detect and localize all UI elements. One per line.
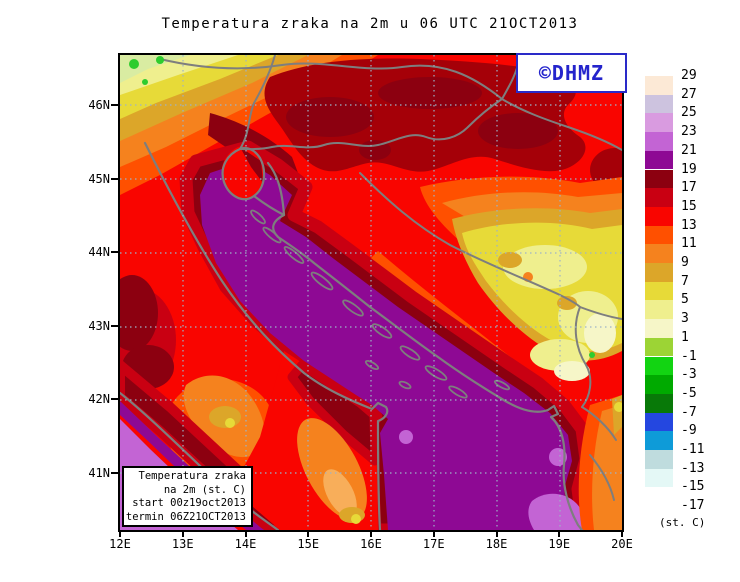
colorbar-unit-label: (st. C) <box>659 516 706 530</box>
x-axis-label: 13E <box>171 537 194 551</box>
x-axis-label: 19E <box>548 537 571 551</box>
colorbar-swatch <box>645 393 673 413</box>
y-axis-tick <box>111 398 119 401</box>
colorbar-label: 3 <box>681 311 689 327</box>
colorbar-label: 11 <box>681 236 697 252</box>
colorbar-label: -5 <box>681 385 697 401</box>
colorbar-label: 25 <box>681 105 697 121</box>
x-axis-tick <box>307 530 310 537</box>
x-axis-tick <box>119 530 121 537</box>
colorbar-label: -7 <box>681 404 697 420</box>
colorbar-label: 13 <box>681 217 697 233</box>
y-axis-tick <box>111 177 119 180</box>
y-axis-tick <box>111 104 119 106</box>
colorbar-swatch <box>645 300 673 320</box>
colorbar-swatch <box>645 263 673 282</box>
colorbar-label: 17 <box>681 180 697 196</box>
colorbar-label: 5 <box>681 292 689 308</box>
x-axis-tick <box>432 530 435 537</box>
colorbar-swatch <box>645 337 673 357</box>
y-axis-label: 43N <box>88 318 110 333</box>
run-info-line: termin 06Z21OCT2013 <box>125 510 246 523</box>
colorbar-swatch <box>645 450 673 469</box>
colorbar-swatch <box>645 94 673 114</box>
colorbar-label: -15 <box>681 479 705 495</box>
colorbar-swatch <box>645 169 673 189</box>
y-axis-tick <box>111 251 119 254</box>
map-plot-area <box>118 53 624 532</box>
y-axis-label: 42N <box>88 392 110 407</box>
colorbar-label: 15 <box>681 198 697 214</box>
colorbar-swatch <box>645 375 673 394</box>
colorbar-swatch <box>645 319 673 338</box>
colorbar-swatch <box>645 244 673 263</box>
run-info-line: start 00z19oct2013 <box>132 497 246 509</box>
run-info-line: na 2m (st. C) <box>163 483 246 496</box>
colorbar-label: -13 <box>681 460 705 476</box>
country-borders <box>159 55 622 501</box>
colorbar-label: 1 <box>681 329 689 345</box>
colorbar-label: 27 <box>681 86 697 102</box>
page-title: Temperatura zraka na 2m u 06 UTC 21OCT20… <box>161 16 579 32</box>
run-info-line: Temperatura zraka <box>138 470 246 482</box>
colorbar-swatch <box>645 412 673 432</box>
dhmz-logo-box: ©DHMZ <box>516 53 627 93</box>
x-axis-label: 12E <box>109 537 131 551</box>
colorbar-label: -9 <box>681 423 697 439</box>
colorbar-swatch <box>645 206 673 226</box>
colorbar-label: -17 <box>681 498 705 514</box>
colorbar-swatch <box>645 113 673 133</box>
graticule-grid <box>120 55 622 530</box>
colorbar-label: 9 <box>681 255 689 270</box>
colorbar-label: 21 <box>681 142 697 158</box>
x-axis-tick <box>244 530 247 537</box>
x-axis-tick <box>370 530 372 537</box>
y-axis-label: 44N <box>88 245 110 260</box>
x-axis-label: 20E <box>611 537 633 551</box>
colorbar-label: 7 <box>681 273 689 289</box>
x-axis-tick <box>495 530 498 537</box>
colorbar-swatch <box>645 356 673 376</box>
x-axis-tick <box>621 530 623 537</box>
colorbar-label: 29 <box>681 68 697 83</box>
colorbar-swatch <box>645 225 673 245</box>
colorbar-label: 23 <box>681 124 697 140</box>
colorbar-label: -3 <box>681 367 697 383</box>
colorbar-label: -1 <box>681 348 697 364</box>
colorbar-label: -11 <box>681 442 705 457</box>
y-axis-label: 41N <box>88 466 110 480</box>
colorbar-label: 19 <box>681 161 697 177</box>
x-axis-label: 17E <box>422 537 445 551</box>
colorbar-swatch <box>645 150 673 170</box>
y-axis-label: 46N <box>88 98 110 112</box>
colorbar-swatch <box>645 132 673 151</box>
x-axis-label: 15E <box>297 537 320 551</box>
colorbar-swatch <box>645 281 673 301</box>
x-axis-label: 18E <box>485 537 508 551</box>
x-axis-tick <box>181 530 184 537</box>
dhmz-logo-text: ©DHMZ <box>538 61 605 85</box>
x-axis-label: 14E <box>234 537 257 551</box>
colorbar-swatch <box>645 431 673 450</box>
x-axis-tick <box>558 530 561 537</box>
colorbar-swatch <box>645 487 673 507</box>
y-axis-tick <box>111 472 119 474</box>
temperature-contour-map <box>120 55 622 530</box>
colorbar-swatch <box>645 468 673 488</box>
colorbar-swatch <box>645 76 673 95</box>
x-axis-label: 16E <box>360 537 382 551</box>
colorbar-swatch <box>645 188 673 207</box>
run-info-box: Temperatura zraka na 2m (st. C) start 00… <box>122 466 253 527</box>
y-axis-tick <box>111 324 119 327</box>
y-axis-label: 45N <box>88 171 110 186</box>
